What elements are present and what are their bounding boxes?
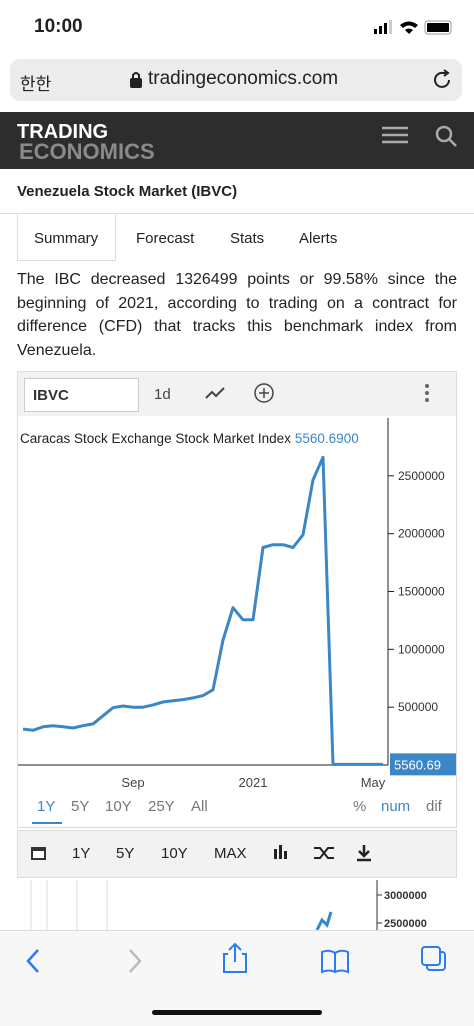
range[interactable]: All (191, 798, 208, 815)
reload-icon[interactable] (432, 69, 454, 91)
site-header (0, 112, 474, 169)
y-tick-label: 500000 (398, 700, 438, 714)
url-bar[interactable] (10, 59, 462, 101)
tab[interactable]: Stats (230, 230, 265, 247)
last-value-box (390, 753, 456, 776)
x-tick-label: May (361, 775, 386, 790)
tab-active (17, 214, 116, 261)
y-tick-label: 2000000 (398, 527, 445, 541)
last-value-text: 5560.6900 (295, 431, 359, 446)
chart: 500000 1000000 1500000 2000000 2500000 Sep 202… (18, 418, 456, 790)
range-2[interactable]: 5Y (116, 845, 135, 862)
range[interactable]: 1Y (37, 798, 56, 815)
series-title: Caracas Stock Exchange Stock Market Inde… (20, 431, 291, 446)
range-2[interactable]: 1Y (72, 845, 91, 862)
y-tick-label: 1500000 (398, 585, 445, 599)
range-underline (32, 822, 62, 824)
range[interactable]: 5Y (71, 798, 90, 815)
mode[interactable]: num (381, 798, 411, 815)
mode[interactable]: dif (426, 798, 442, 815)
tab[interactable]: Summary (34, 230, 99, 247)
toolbar2-icons[interactable] (272, 843, 377, 863)
logo-top[interactable]: TRADING (17, 121, 109, 143)
symbol-box[interactable] (24, 378, 139, 412)
status-time: 10:00 (34, 16, 83, 37)
line (22, 455, 383, 766)
url-text: tradingeconomics.com (148, 68, 339, 89)
interval[interactable]: 1d (154, 386, 171, 403)
mode[interactable]: % (353, 798, 367, 815)
y-tick-label: 2500000 (384, 918, 427, 930)
y-tick-label: 1000000 (398, 642, 445, 656)
last-value-label: 5560.69 (394, 757, 441, 772)
tab[interactable]: Alerts (299, 230, 338, 247)
x-tick-label: Sep (121, 775, 144, 790)
y-tick-label: 2500000 (398, 469, 445, 483)
x-tick-label: 2021 (239, 775, 268, 790)
range-2[interactable]: 10Y (161, 845, 188, 862)
symbol: IBVC (33, 387, 69, 404)
range[interactable]: 25Y (148, 798, 175, 815)
chart-frame (17, 371, 457, 828)
lock-icon (130, 72, 142, 88)
mini-chart: 3000000 2500000 (30, 880, 427, 930)
toolbar-icons[interactable] (204, 381, 444, 407)
calendar-icon[interactable] (30, 844, 48, 862)
chart-toolbar-2 (17, 830, 457, 878)
range[interactable]: 10Y (105, 798, 132, 815)
y-tick-label: 3000000 (384, 890, 427, 902)
intro-text: The IBC decreased 1326499 points or 99.5… (17, 271, 457, 359)
page-title: Venezuela Stock Market (IBVC) (17, 183, 238, 200)
aa-button[interactable]: 한한 (20, 75, 52, 94)
range-2[interactable]: MAX (214, 845, 247, 862)
safari-icons[interactable] (0, 940, 474, 1020)
header-icons[interactable] (380, 124, 460, 150)
divider (0, 213, 474, 214)
chart-title: Caracas Stock Exchange Stock Market Inde… (20, 431, 359, 446)
logo-bottom[interactable]: ECONOMICS (19, 139, 155, 164)
tab[interactable]: Forecast (136, 230, 195, 247)
status-icons (374, 20, 452, 35)
